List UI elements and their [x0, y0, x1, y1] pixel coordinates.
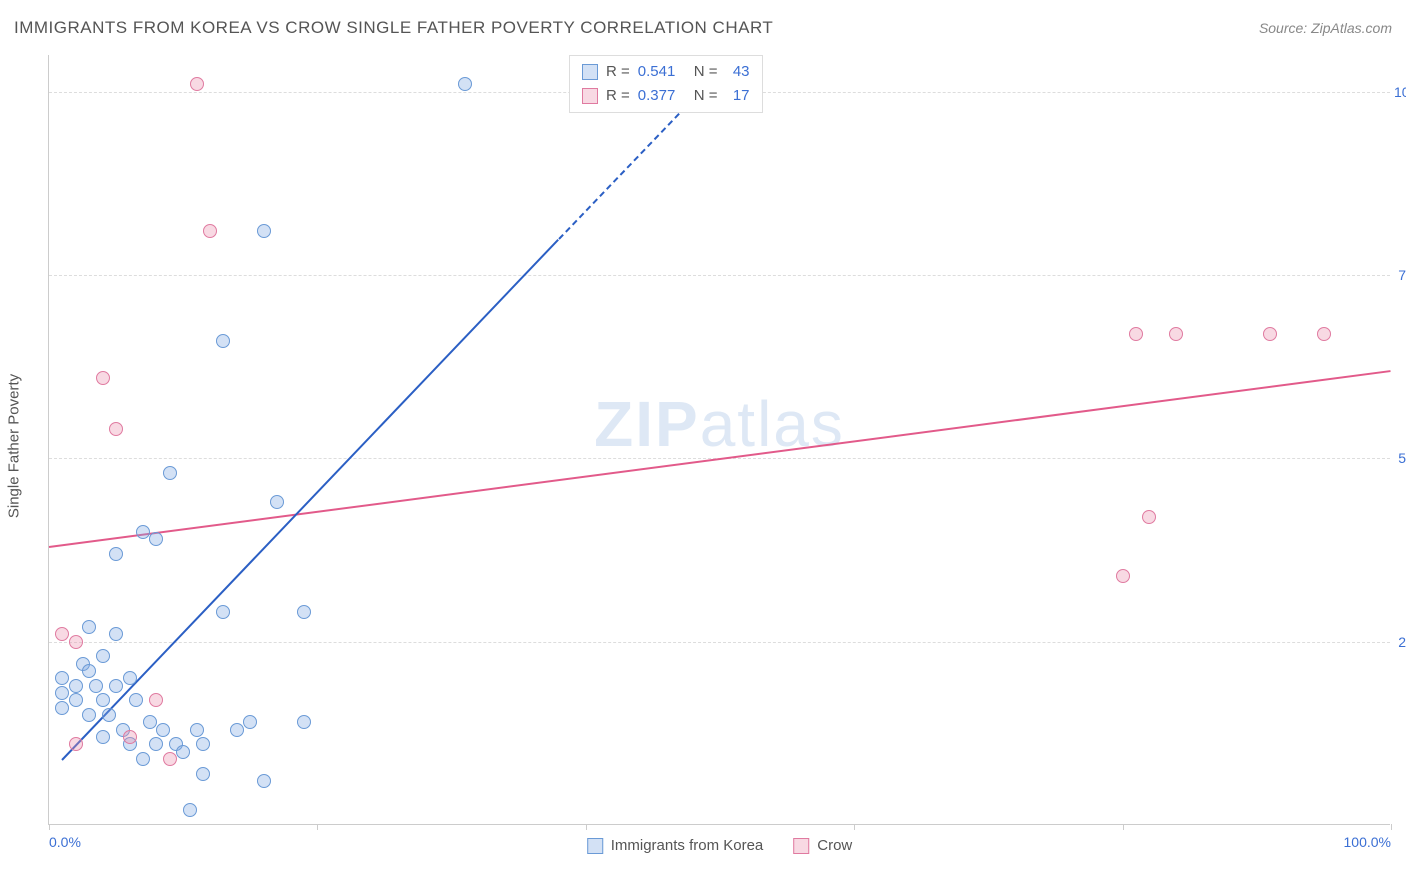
- data-point: [69, 635, 83, 649]
- data-point: [257, 774, 271, 788]
- y-axis-label: Single Father Poverty: [6, 374, 23, 518]
- data-point: [149, 532, 163, 546]
- watermark: ZIPatlas: [594, 387, 845, 461]
- data-point: [143, 715, 157, 729]
- scatter-plot-area: ZIPatlas 25.0%50.0%75.0%100.0%0.0%100.0%…: [48, 55, 1390, 825]
- data-point: [1317, 327, 1331, 341]
- legend-swatch: [587, 838, 603, 854]
- x-tick: [586, 824, 587, 830]
- data-point: [55, 686, 69, 700]
- x-tick-label: 100.0%: [1344, 834, 1391, 850]
- data-point: [216, 334, 230, 348]
- data-point: [196, 737, 210, 751]
- x-tick: [854, 824, 855, 830]
- data-point: [55, 701, 69, 715]
- series-legend: Immigrants from Korea Crow: [587, 837, 853, 854]
- gridline: [49, 642, 1390, 643]
- data-point: [109, 422, 123, 436]
- legend-swatch: [582, 88, 598, 104]
- data-point: [82, 708, 96, 722]
- y-tick-label: 100.0%: [1394, 84, 1406, 100]
- x-tick: [1123, 824, 1124, 830]
- data-point: [163, 752, 177, 766]
- data-point: [96, 693, 110, 707]
- data-point: [89, 679, 103, 693]
- data-point: [149, 693, 163, 707]
- data-point: [243, 715, 257, 729]
- source-attribution: Source: ZipAtlas.com: [1259, 20, 1392, 36]
- data-point: [109, 547, 123, 561]
- data-point: [96, 371, 110, 385]
- legend-row: R =0.541N =43: [582, 60, 750, 84]
- data-point: [297, 605, 311, 619]
- data-point: [96, 730, 110, 744]
- data-point: [1129, 327, 1143, 341]
- legend-label: Immigrants from Korea: [611, 837, 764, 854]
- data-point: [1169, 327, 1183, 341]
- data-point: [1263, 327, 1277, 341]
- data-point: [270, 495, 284, 509]
- data-point: [55, 671, 69, 685]
- data-point: [129, 693, 143, 707]
- y-tick-label: 25.0%: [1394, 634, 1406, 650]
- data-point: [123, 671, 137, 685]
- correlation-legend: R =0.541N =43R =0.377N =17: [569, 55, 763, 113]
- data-point: [1142, 510, 1156, 524]
- gridline: [49, 275, 1390, 276]
- data-point: [183, 803, 197, 817]
- data-point: [458, 77, 472, 91]
- x-tick: [317, 824, 318, 830]
- y-tick-label: 50.0%: [1394, 450, 1406, 466]
- data-point: [203, 224, 217, 238]
- data-point: [190, 723, 204, 737]
- chart-title: IMMIGRANTS FROM KOREA VS CROW SINGLE FAT…: [14, 18, 773, 38]
- data-point: [82, 664, 96, 678]
- y-tick-label: 75.0%: [1394, 267, 1406, 283]
- x-tick: [49, 824, 50, 830]
- data-point: [69, 737, 83, 751]
- data-point: [156, 723, 170, 737]
- data-point: [69, 679, 83, 693]
- data-point: [149, 737, 163, 751]
- legend-label: Crow: [817, 837, 852, 854]
- legend-item: Immigrants from Korea: [587, 837, 764, 854]
- x-tick: [1391, 824, 1392, 830]
- data-point: [109, 627, 123, 641]
- data-point: [136, 752, 150, 766]
- data-point: [257, 224, 271, 238]
- data-point: [102, 708, 116, 722]
- legend-item: Crow: [793, 837, 852, 854]
- data-point: [196, 767, 210, 781]
- data-point: [176, 745, 190, 759]
- legend-swatch: [793, 838, 809, 854]
- data-point: [230, 723, 244, 737]
- legend-row: R =0.377N =17: [582, 84, 750, 108]
- data-point: [190, 77, 204, 91]
- legend-swatch: [582, 64, 598, 80]
- x-tick-label: 0.0%: [49, 834, 81, 850]
- data-point: [82, 620, 96, 634]
- chart-header: IMMIGRANTS FROM KOREA VS CROW SINGLE FAT…: [14, 18, 1392, 38]
- data-point: [109, 679, 123, 693]
- trend-line: [62, 239, 560, 761]
- trend-line: [49, 370, 1391, 548]
- data-point: [216, 605, 230, 619]
- data-point: [96, 649, 110, 663]
- data-point: [297, 715, 311, 729]
- data-point: [1116, 569, 1130, 583]
- data-point: [136, 525, 150, 539]
- data-point: [123, 730, 137, 744]
- data-point: [69, 693, 83, 707]
- data-point: [163, 466, 177, 480]
- data-point: [55, 627, 69, 641]
